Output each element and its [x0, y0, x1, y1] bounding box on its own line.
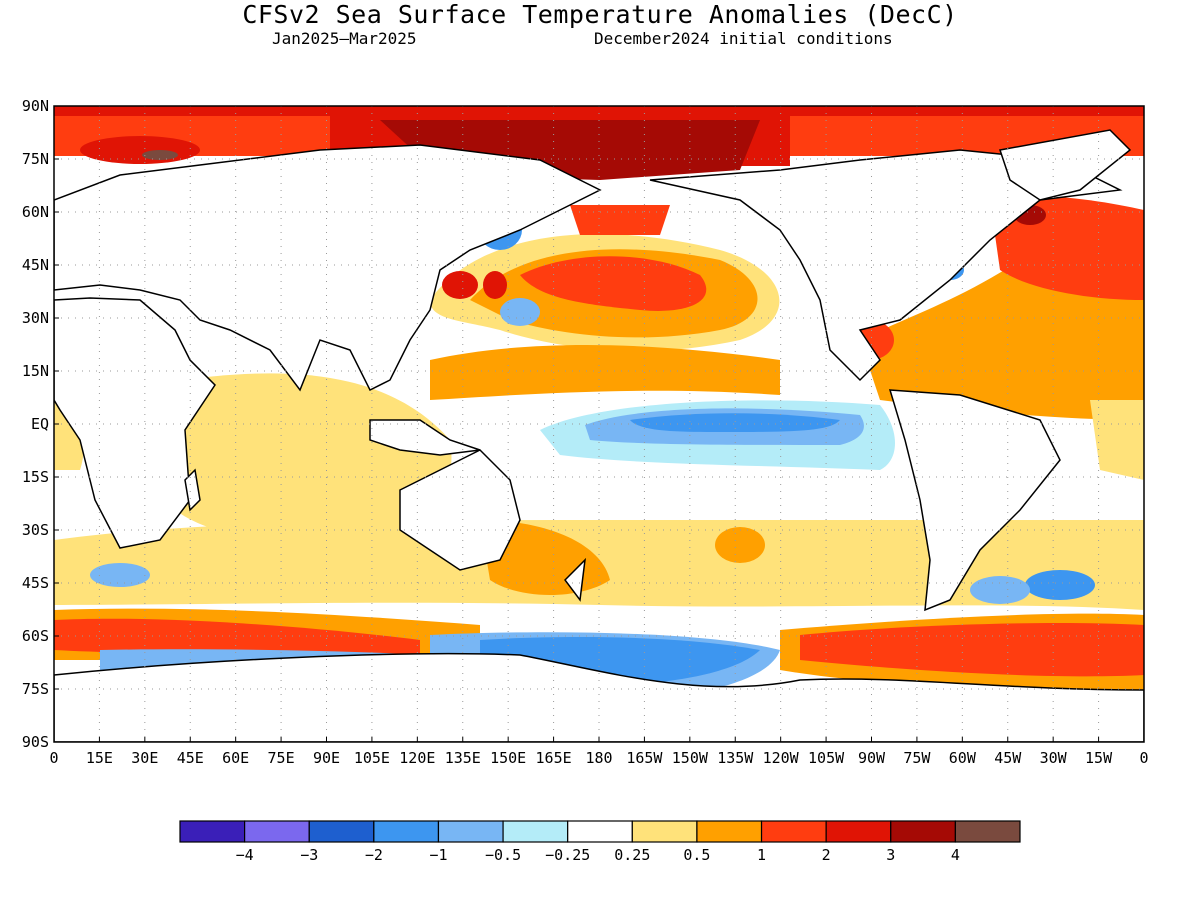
colorbar-label: −0.25: [545, 846, 590, 864]
colorbar-label: 2: [822, 846, 831, 864]
colorbar-segment: [502, 820, 569, 843]
colorbar-label: 1: [757, 846, 766, 864]
lon-tick-label: 75E: [268, 749, 295, 767]
colorbar-segment: [179, 820, 246, 843]
colorbar-label: 3: [886, 846, 895, 864]
lon-tick-label: 45W: [994, 749, 1022, 767]
lon-tick-label: 30W: [1040, 749, 1068, 767]
lat-tick-label: 60S: [22, 627, 49, 645]
lat-tick-label: 30N: [22, 309, 49, 327]
colorbar-segment: [567, 820, 633, 843]
anomaly-north-pacific: [430, 205, 780, 400]
land-antarctica: [54, 652, 1144, 742]
lat-tick-label: 75N: [22, 150, 49, 168]
graticule: [54, 106, 1144, 742]
lon-tick-label: 60W: [949, 749, 977, 767]
colorbar-segment: [890, 820, 956, 843]
colorbar-label: −4: [236, 846, 254, 864]
colorbar-segment: [696, 820, 763, 843]
lon-tick-label: 180: [585, 749, 612, 767]
colorbar-segment: [631, 820, 698, 843]
lon-tick-label: 165W: [626, 749, 663, 767]
lon-tick-label: 15W: [1085, 749, 1113, 767]
lon-tick-label: 135W: [717, 749, 754, 767]
colorbar-segment: [954, 820, 1021, 843]
longitude-axis: 0 15E 30E 45E 60E 75E 90E 105E 120E 135E 150E 165E 1…: [49, 737, 1149, 767]
anomaly-equatorial-pacific: [540, 400, 895, 470]
anomaly-southern-ocean: [54, 608, 1144, 690]
lat-tick-label: 15N: [22, 362, 49, 380]
lon-tick-label: 105E: [354, 749, 390, 767]
lon-tick-label: 150W: [672, 749, 709, 767]
forecast-period: Jan2025–Mar2025: [272, 29, 417, 48]
lon-tick-label: 30E: [131, 749, 158, 767]
lon-tick-label: 60E: [222, 749, 249, 767]
lon-tick-label: 165E: [536, 749, 572, 767]
lon-tick-label: 75W: [903, 749, 931, 767]
colorbar-segment: [244, 820, 310, 843]
land-new-zealand: [564, 557, 587, 602]
anomaly-indian-ocean: [54, 373, 1144, 540]
colorbar-label: 4: [951, 846, 960, 864]
lat-tick-label: 15S: [22, 468, 49, 486]
lat-tick-label: EQ: [31, 415, 49, 433]
lon-tick-label: 105W: [808, 749, 845, 767]
lat-tick-label: 30S: [22, 521, 49, 539]
map-area: [54, 106, 1144, 742]
land-maritime-continent: [369, 419, 481, 456]
lon-tick-label: 45E: [177, 749, 204, 767]
lat-tick-label: 60N: [22, 203, 49, 221]
lat-tick-label: 45S: [22, 574, 49, 592]
colorbar-label: 0.25: [614, 846, 650, 864]
colorbar-segment: [760, 820, 827, 843]
colorbar-label: −3: [300, 846, 318, 864]
land-greenland: [999, 129, 1132, 201]
colorbar-label: −1: [429, 846, 447, 864]
lon-tick-label: 0: [1139, 749, 1148, 767]
colorbar-segment: [825, 820, 892, 843]
lon-tick-label: 135E: [445, 749, 481, 767]
lon-tick-label: 90W: [858, 749, 886, 767]
colorbar-segment: [437, 820, 504, 843]
lon-tick-label: 120E: [399, 749, 435, 767]
lon-tick-label: 0: [49, 749, 58, 767]
lat-tick-label: 75S: [22, 680, 49, 698]
land-south-america: [888, 389, 1061, 612]
land-australia: [399, 449, 521, 571]
lon-tick-label: 90E: [313, 749, 340, 767]
colorbar-segment: [308, 820, 375, 843]
lat-tick-label: 45N: [22, 256, 49, 274]
lon-tick-label: 15E: [86, 749, 113, 767]
initial-conditions: December2024 initial conditions: [594, 29, 893, 48]
land-madagascar: [184, 468, 201, 512]
latitude-axis: 90N 75N 60N 45N 30N 15N EQ 15S 30S 45S 60S 75S 90S: [22, 97, 59, 751]
colorbar-label: 0.5: [683, 846, 710, 864]
land-north-america: [649, 149, 1123, 382]
lon-tick-label: 120W: [763, 749, 800, 767]
map-title: CFSv2 Sea Surface Temperature Anomalies …: [242, 0, 958, 29]
colorbar-label: −2: [365, 846, 383, 864]
lon-tick-label: 150E: [490, 749, 526, 767]
colorbar: −4 −3 −2 −1 −0.5 −0.25 0.25 0.5 1 2 3 4: [179, 820, 1021, 864]
colorbar-segment: [373, 820, 440, 843]
colorbar-label: −0.5: [485, 846, 521, 864]
lat-tick-label: 90N: [22, 97, 49, 115]
lat-tick-label: 90S: [22, 733, 49, 751]
